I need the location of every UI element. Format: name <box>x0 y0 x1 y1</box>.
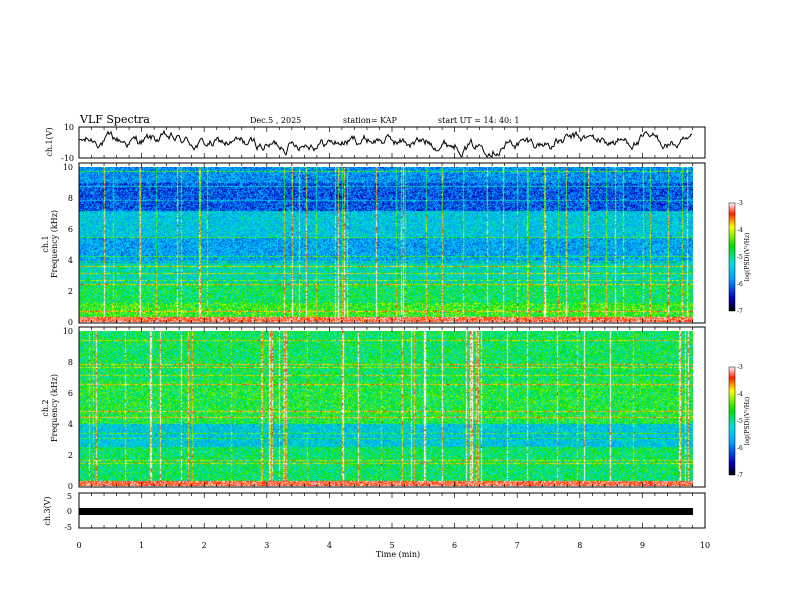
ch1-colorbar-label: log(PSD)(V²/Hz) <box>744 233 751 282</box>
ch1-frequency-label: Frequency (kHz) <box>50 210 59 278</box>
x-tick-label-4: 4 <box>327 541 332 550</box>
ch1-ytick-bottom: -10 <box>61 154 74 163</box>
ch2-channel-label: ch.2 <box>41 399 50 416</box>
ch1-colorbar-tick-m4: -4 <box>737 227 743 234</box>
ch1-colorbar-tick-m6: -6 <box>737 281 743 288</box>
ch1-waveform-ylabel: ch.1(V) <box>45 127 54 156</box>
ch1-ytick-6: 6 <box>68 225 73 234</box>
ch3-ytick-m5: -5 <box>64 523 72 532</box>
ch3-waveform-ticks <box>78 493 706 528</box>
ch3-waveform-trace <box>79 508 693 515</box>
ch1-ytick-2: 2 <box>68 287 73 296</box>
x-axis-tick-labels: 0 1 2 3 4 5 6 7 8 9 10 <box>76 541 710 550</box>
header-station: station= KAP <box>343 116 398 125</box>
x-tick-label-0: 0 <box>76 541 81 550</box>
x-tick-label-1: 1 <box>139 541 144 550</box>
ch2-colorbar-tick-m4: -4 <box>737 391 743 398</box>
ch2-colorbar-tick-m6: -6 <box>737 445 743 452</box>
ch1-spectrogram-ticks <box>78 163 706 323</box>
ch1-channel-label: ch.1 <box>41 235 50 252</box>
x-tick-label-2: 2 <box>202 541 207 550</box>
ch1-colorbar <box>728 202 736 312</box>
ch2-spectrogram-panel: 0 2 4 6 8 10 ch.2 Frequency (kHz) -3 -4 … <box>41 326 751 491</box>
header-date: Dec.5 , 2025 <box>250 116 301 125</box>
x-tick-label-7: 7 <box>515 541 520 550</box>
x-tick-label-10: 10 <box>700 541 710 550</box>
header-start-time: start UT = 14: 40: 1 <box>438 116 519 125</box>
x-tick-label-8: 8 <box>577 541 582 550</box>
ch1-ytick-4: 4 <box>68 256 73 265</box>
x-axis-label: Time (min) <box>376 550 420 559</box>
ch2-colorbar-tick-m3: -3 <box>737 364 743 371</box>
ch2-colorbar-tick-m7: -7 <box>737 472 743 479</box>
x-tick-label-5: 5 <box>389 541 394 550</box>
ch1-spectrogram-panel: 0 2 4 6 8 10 ch.1 Frequency (kHz) -3 -4 … <box>41 162 751 327</box>
ch1-spectrogram-image <box>79 167 693 322</box>
ch2-frequency-label: Frequency (kHz) <box>50 374 59 442</box>
ch1-waveform-line <box>78 129 693 158</box>
ch1-ytick-0: 0 <box>68 318 73 327</box>
ch2-ytick-4: 4 <box>68 420 73 429</box>
ch1-colorbar-tick-m3: -3 <box>737 200 743 207</box>
ch2-spectrogram-ticks <box>78 327 706 487</box>
ch1-ytick-10: 10 <box>63 163 73 172</box>
x-tick-label-9: 9 <box>640 541 645 550</box>
ch2-ytick-6: 6 <box>68 389 73 398</box>
ch2-colorbar-tick-m5: -5 <box>737 418 743 425</box>
x-tick-label-3: 3 <box>264 541 269 550</box>
chart-title: VLF Spectra <box>79 113 150 126</box>
ch2-colorbar-label: log(PSD)(V²/Hz) <box>744 397 751 446</box>
ch3-waveform-ylabel: ch.3(V) <box>43 496 52 525</box>
ch3-ytick-5: 5 <box>67 492 72 501</box>
ch1-ytick-8: 8 <box>68 194 73 203</box>
ch2-ytick-0: 0 <box>68 482 73 491</box>
ch2-ytick-8: 8 <box>68 358 73 367</box>
ch1-waveform-panel: 10 -10 ch.1(V) <box>45 123 706 163</box>
ch1-ytick-top: 10 <box>64 123 74 132</box>
x-tick-label-6: 6 <box>452 541 457 550</box>
ch2-ytick-2: 2 <box>68 451 73 460</box>
ch2-spectrogram-image <box>79 331 693 486</box>
ch3-waveform-panel: 5 0 -5 ch.3(V) <box>43 492 706 532</box>
ch2-ytick-10: 10 <box>63 327 73 336</box>
ch1-colorbar-tick-m5: -5 <box>737 254 743 261</box>
ch2-colorbar <box>728 366 736 476</box>
ch1-waveform-ticks <box>78 127 706 158</box>
ch1-colorbar-tick-m7: -7 <box>737 308 743 315</box>
ch3-ytick-0: 0 <box>67 507 72 516</box>
